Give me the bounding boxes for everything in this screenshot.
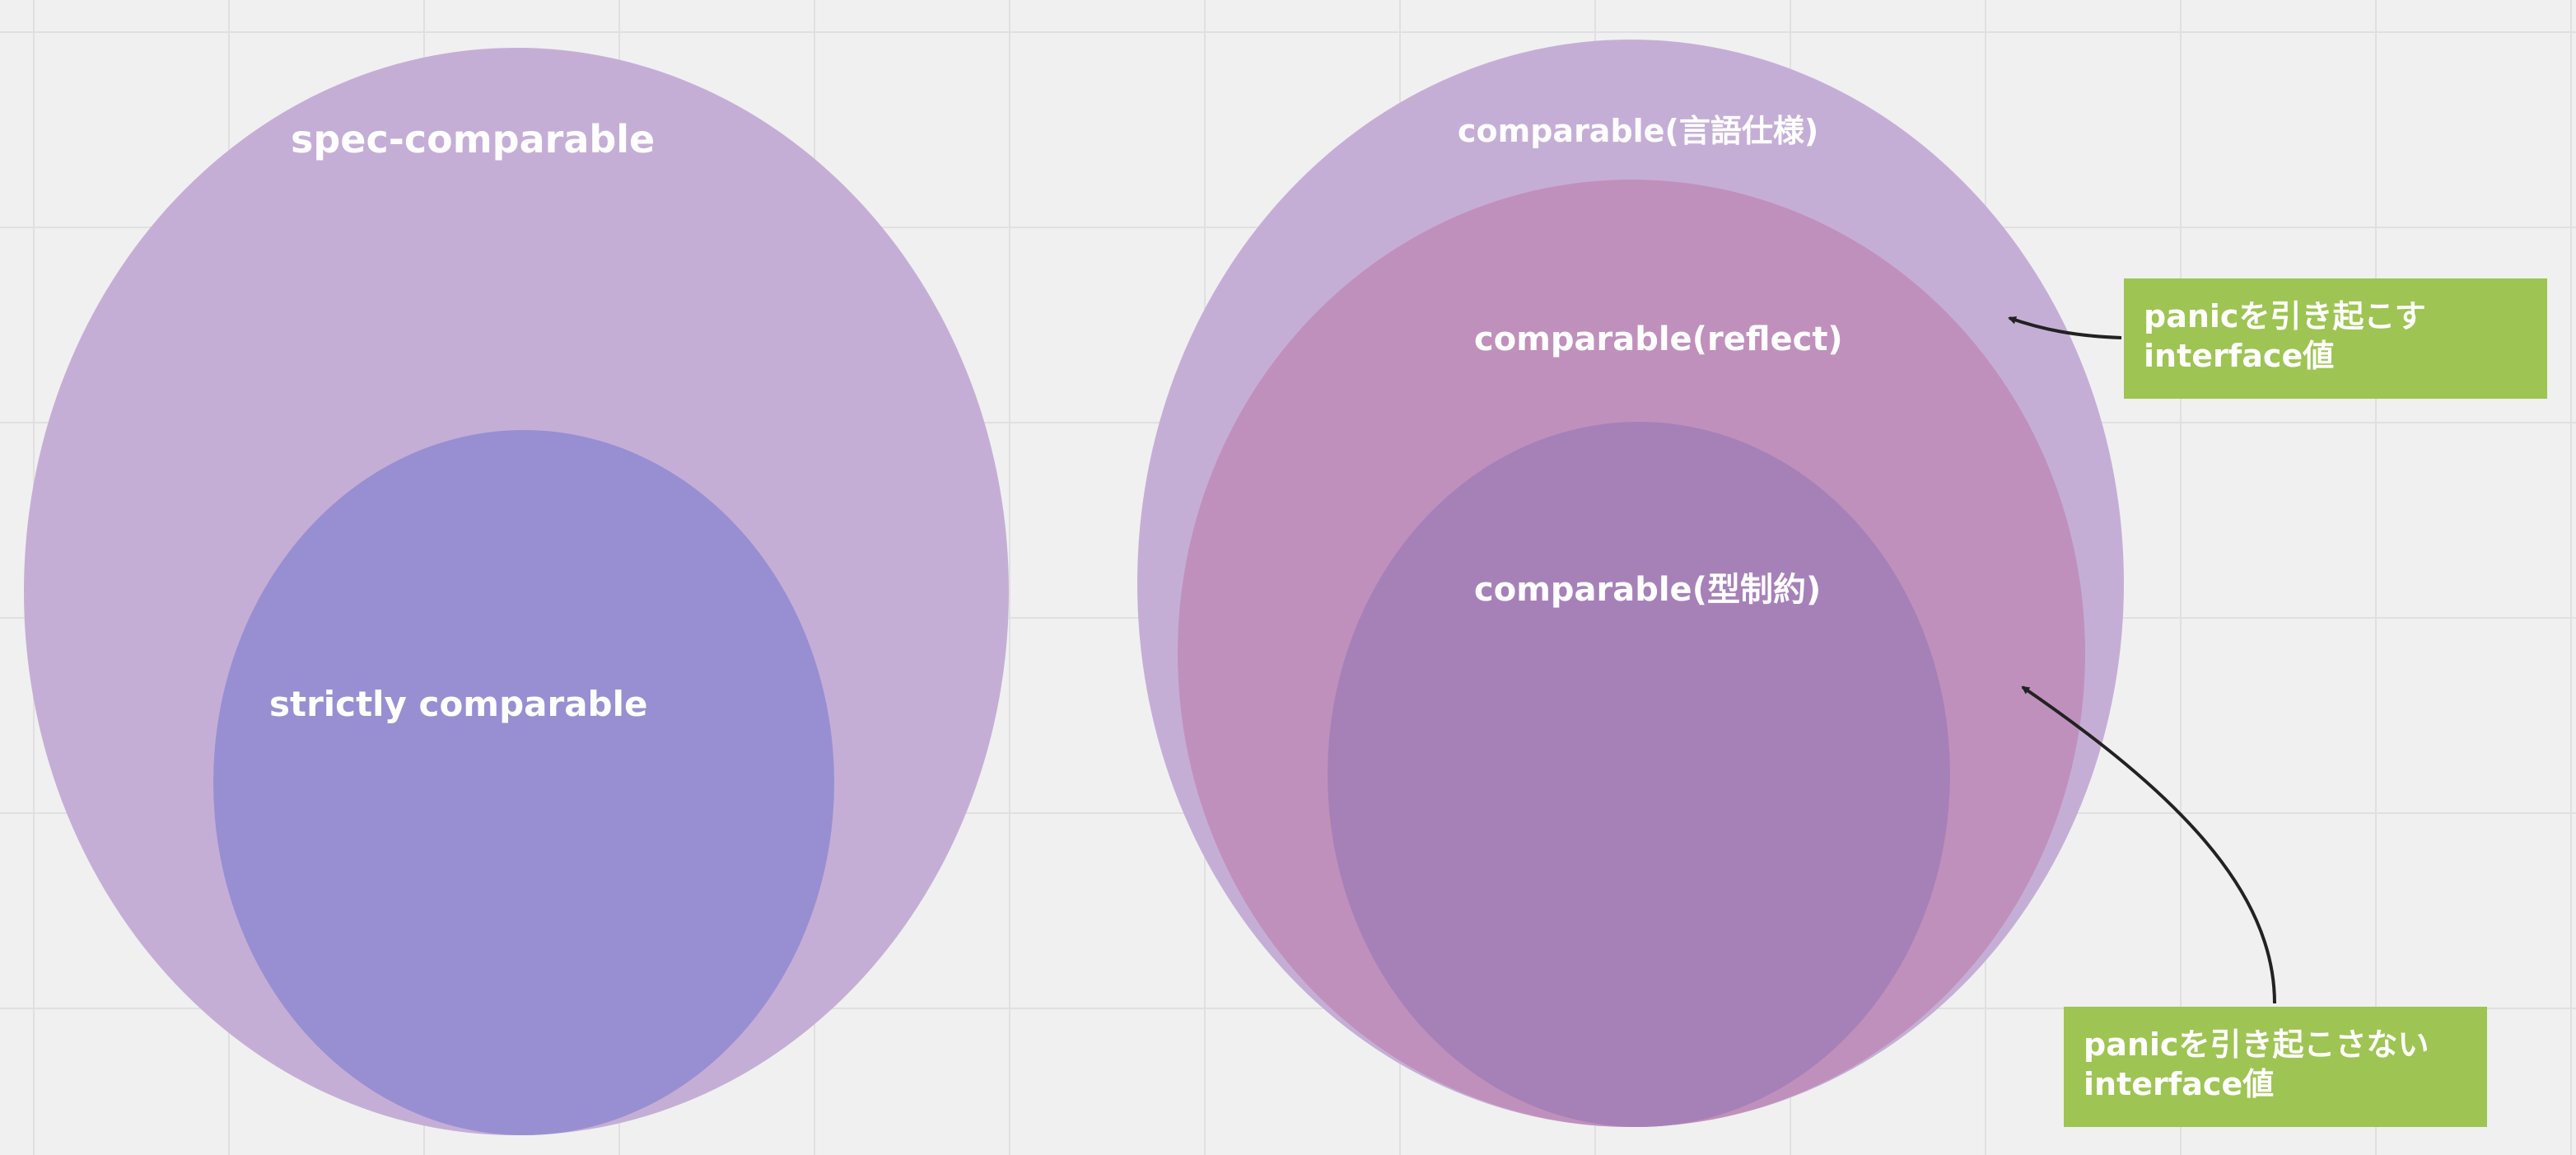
strictly-comparable-label: strictly comparable [269,684,648,724]
no-panic-note-line1: panicを引き起こさない [2084,1026,2429,1063]
panic-arrow [2008,316,2122,339]
no-panic-arrow [2021,685,2276,1004]
comparable-type-constraint-set [1328,422,1950,1127]
comparable-reflect-label: comparable(reflect) [1474,320,1843,358]
comparable-type-constraint-label: comparable(型制約) [1474,571,1822,609]
strictly-comparable-set [213,430,834,1135]
panic-note-line1: panicを引き起こす [2144,298,2426,334]
no-panic-note: panicを引き起こさない interface値 [2064,1007,2487,1127]
panic-note: panicを引き起こす interface値 [2124,278,2547,399]
spec-comparable-label: spec-comparable [291,117,656,161]
no-panic-note-line2: interface値 [2084,1066,2275,1102]
comparable-spec-label: comparable(言語仕様) [1458,113,1819,149]
panic-note-line2: interface値 [2144,338,2335,374]
